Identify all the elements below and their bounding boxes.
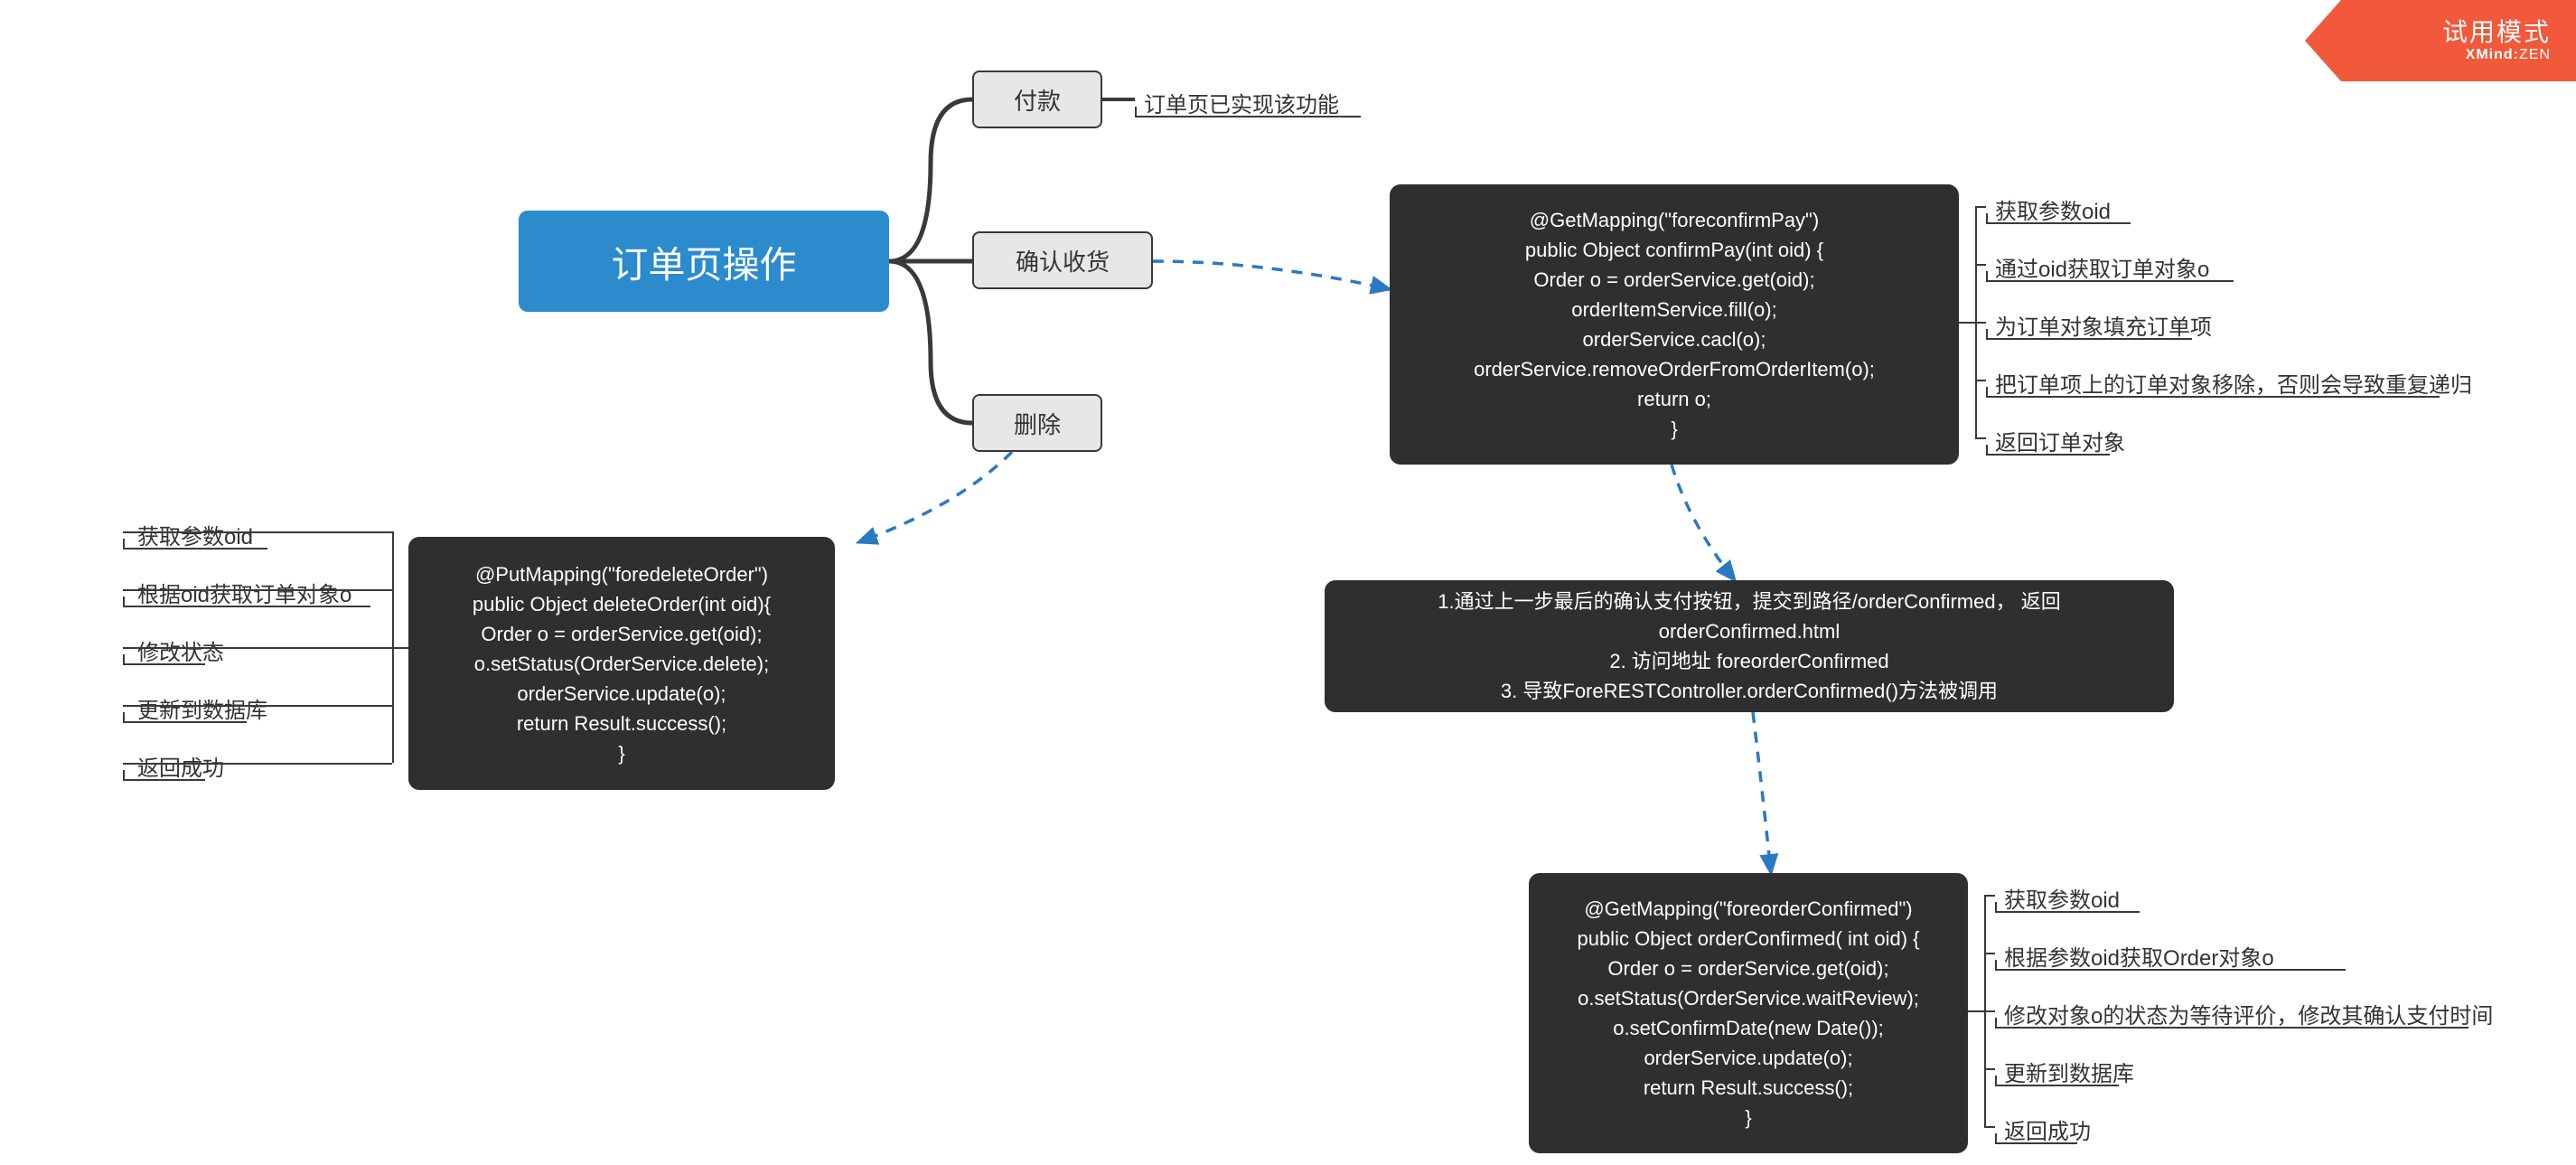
note-item: 获取参数oid [1995,193,2111,225]
note-item: 修改对象o的状态为等待评价，修改其确认支付时间 [2004,998,2493,1029]
branch-label: 付款 [1014,83,1061,117]
code-text: @PutMapping("foredeleteOrder") public Ob… [473,559,771,768]
root-label: 订单页操作 [612,234,797,288]
note-item: 修改状态 [137,634,363,666]
code-order-confirmed[interactable]: @GetMapping("foreorderConfirmed") public… [1529,873,1968,1153]
note-item: 通过oid获取订单对象o [1995,251,2209,283]
note-item: 把订单项上的订单对象移除，否则会导致重复递归 [1995,367,2472,399]
note-item: 为订单对象填充订单项 [1995,309,2212,341]
watermark-badge: 试用模式 XMind:ZEN [2305,0,2576,81]
branch-confirm[interactable]: 确认收货 [972,231,1153,289]
branch-label: 确认收货 [1016,244,1110,277]
watermark-subtitle: XMind:ZEN [2466,47,2551,63]
note-item: 更新到数据库 [137,692,363,724]
note-item: 根据参数oid获取Order对象o [2004,940,2274,972]
connector-layer [0,0,2576,1165]
note-item: 更新到数据库 [2004,1056,2134,1087]
branch-pay[interactable]: 付款 [972,70,1102,128]
code-text: @GetMapping("foreconfirmPay") public Obj… [1474,205,1875,444]
root-node[interactable]: 订单页操作 [519,211,889,312]
code-text: 1.通过上一步最后的确认支付按钮，提交到路径/orderConfirmed， 返… [1438,587,2060,706]
note-item: 获取参数oid [2004,882,2120,914]
branch-delete[interactable]: 删除 [972,394,1102,452]
code-confirm-pay[interactable]: @GetMapping("foreconfirmPay") public Obj… [1390,184,1959,465]
watermark-title: 试用模式 [2442,13,2551,49]
branch-pay-note: 订单页已实现该功能 [1144,87,1339,118]
note-item: 返回成功 [2004,1113,2091,1145]
branch-label: 删除 [1014,407,1061,440]
note-item: 获取参数oid [137,519,363,550]
code-delete-order[interactable]: @PutMapping("foredeleteOrder") public Ob… [408,537,835,790]
note-item: 返回成功 [137,750,363,782]
code-text: @GetMapping("foreorderConfirmed") public… [1577,894,1919,1132]
note-item: 返回订单对象 [1995,425,2125,456]
note-item: 根据oid获取订单对象o [137,577,363,608]
code-order-confirmed-steps[interactable]: 1.通过上一步最后的确认支付按钮，提交到路径/orderConfirmed， 返… [1325,580,2174,712]
